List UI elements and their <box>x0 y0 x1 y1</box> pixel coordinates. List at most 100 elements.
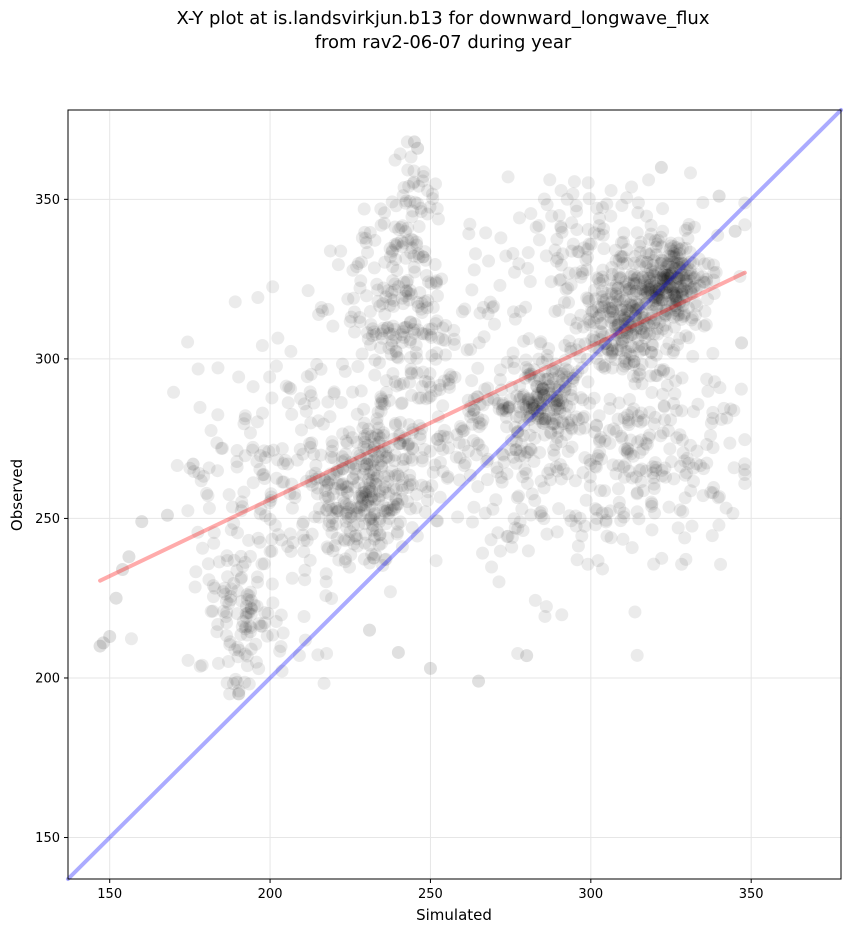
data-point <box>512 489 526 503</box>
data-point <box>659 286 673 300</box>
data-point <box>404 287 418 301</box>
data-point <box>429 352 443 366</box>
data-point <box>634 287 648 301</box>
data-point <box>644 345 658 359</box>
data-point <box>353 489 367 503</box>
data-point <box>103 629 117 643</box>
data-point <box>494 471 508 485</box>
data-point <box>396 219 410 233</box>
data-point <box>437 429 451 443</box>
data-point <box>374 459 388 473</box>
data-point <box>597 296 611 310</box>
data-point <box>510 425 524 439</box>
data-point <box>581 250 595 264</box>
data-point <box>552 383 566 397</box>
data-point <box>675 285 689 299</box>
data-point <box>569 410 583 424</box>
data-point <box>606 304 620 318</box>
data-point <box>305 436 319 450</box>
data-point <box>378 505 392 519</box>
data-point <box>298 573 312 587</box>
data-point <box>576 267 590 281</box>
data-point <box>627 276 641 290</box>
data-point <box>649 291 663 305</box>
data-point <box>506 247 520 261</box>
data-point <box>358 536 372 550</box>
data-point <box>193 659 207 673</box>
data-point <box>421 293 435 307</box>
data-point <box>244 607 258 621</box>
data-point <box>513 392 527 406</box>
data-point <box>343 314 357 328</box>
data-point <box>614 333 628 347</box>
data-point <box>342 497 356 511</box>
data-point <box>304 389 318 403</box>
data-point <box>650 274 664 288</box>
data-point <box>410 529 424 543</box>
data-point <box>407 249 421 263</box>
data-point <box>541 466 555 480</box>
data-point <box>618 458 632 472</box>
data-point <box>706 486 720 500</box>
data-point <box>474 417 488 431</box>
data-point <box>363 482 377 496</box>
data-point <box>336 427 350 441</box>
data-point <box>389 344 403 358</box>
data-point <box>617 226 631 240</box>
data-point <box>658 265 672 279</box>
data-point <box>389 345 403 359</box>
data-point <box>551 402 565 416</box>
data-point <box>532 369 546 383</box>
data-point <box>561 281 575 295</box>
data-point <box>532 391 546 405</box>
data-point <box>242 677 256 691</box>
data-point <box>304 475 318 489</box>
data-point <box>633 308 647 322</box>
data-point <box>419 392 433 406</box>
data-point <box>350 501 364 515</box>
data-point <box>658 303 672 317</box>
data-point <box>631 302 645 316</box>
data-point <box>555 396 569 410</box>
data-point <box>530 389 544 403</box>
data-point <box>268 518 282 532</box>
data-point <box>376 297 390 311</box>
data-point <box>605 267 619 281</box>
data-point <box>419 480 433 494</box>
data-point <box>650 369 664 383</box>
data-point <box>659 286 673 300</box>
data-point <box>686 474 700 488</box>
data-point <box>319 484 333 498</box>
data-point <box>499 249 513 263</box>
data-point <box>396 297 410 311</box>
data-point <box>429 317 443 331</box>
data-point <box>636 270 650 284</box>
data-point <box>223 638 237 652</box>
data-point <box>409 346 423 360</box>
data-point <box>430 346 444 360</box>
data-point <box>553 458 567 472</box>
data-point <box>512 400 526 414</box>
data-point <box>374 202 388 216</box>
data-point <box>397 236 411 250</box>
data-point <box>458 456 472 470</box>
data-point <box>403 315 417 329</box>
data-point <box>271 528 285 542</box>
data-point <box>224 582 238 596</box>
data-point <box>328 481 342 495</box>
data-point <box>625 349 639 363</box>
data-point <box>686 461 700 475</box>
data-point <box>364 465 378 479</box>
data-point <box>527 363 541 377</box>
data-point <box>673 261 687 275</box>
data-point <box>611 281 625 295</box>
data-point <box>373 299 387 313</box>
data-point <box>238 412 252 426</box>
data-point <box>656 268 670 282</box>
data-point <box>593 433 607 447</box>
data-point <box>401 438 415 452</box>
data-point <box>399 452 413 466</box>
data-point <box>534 509 548 523</box>
data-point <box>442 380 456 394</box>
